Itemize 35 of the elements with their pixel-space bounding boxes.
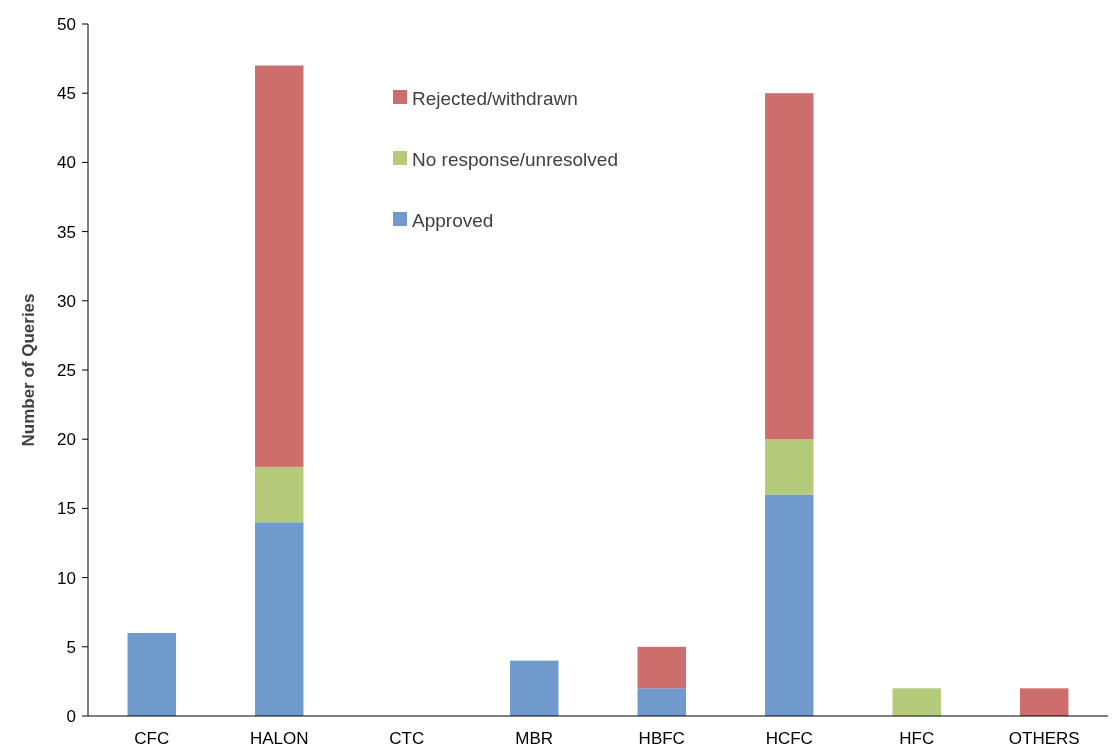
- legend-label: Rejected/withdrawn: [412, 87, 578, 109]
- bar: [637, 646, 686, 689]
- bar: [892, 688, 941, 716]
- bar: [127, 632, 176, 716]
- y-tick-label: 50: [57, 14, 76, 34]
- bar: [510, 660, 559, 716]
- bar: [1020, 688, 1069, 716]
- x-tick-label: HALON: [249, 728, 309, 748]
- y-tick-label: 30: [57, 291, 76, 311]
- bar: [255, 466, 304, 523]
- bar: [765, 494, 814, 716]
- x-tick-label: HCFC: [765, 728, 813, 748]
- bar: [765, 439, 814, 495]
- x-tick-label: CTC: [389, 728, 425, 748]
- bar: [765, 93, 814, 440]
- legend-label: No response/unresolved: [412, 148, 618, 170]
- x-tick-label: MBR: [515, 728, 554, 748]
- y-tick-label: 20: [57, 430, 76, 450]
- y-tick-label: 0: [66, 706, 76, 726]
- x-tick-label: OTHERS: [1008, 728, 1080, 748]
- bar: [637, 688, 686, 716]
- y-axis-title: Number of Queries: [19, 293, 38, 447]
- x-tick-label: CFC: [134, 728, 170, 748]
- y-tick-label: 45: [57, 84, 76, 104]
- y-tick-label: 35: [57, 222, 76, 242]
- y-tick-label: 10: [57, 568, 76, 588]
- y-tick-label: 40: [57, 153, 76, 173]
- x-tick-label: HBFC: [638, 728, 685, 748]
- bar: [255, 522, 304, 716]
- y-tick-label: 25: [57, 360, 76, 380]
- bar: [255, 65, 304, 467]
- y-tick-label: 15: [57, 499, 76, 519]
- y-tick-label: 5: [66, 637, 76, 657]
- legend-label: Approved: [412, 209, 494, 231]
- x-tick-label: HFC: [899, 728, 935, 748]
